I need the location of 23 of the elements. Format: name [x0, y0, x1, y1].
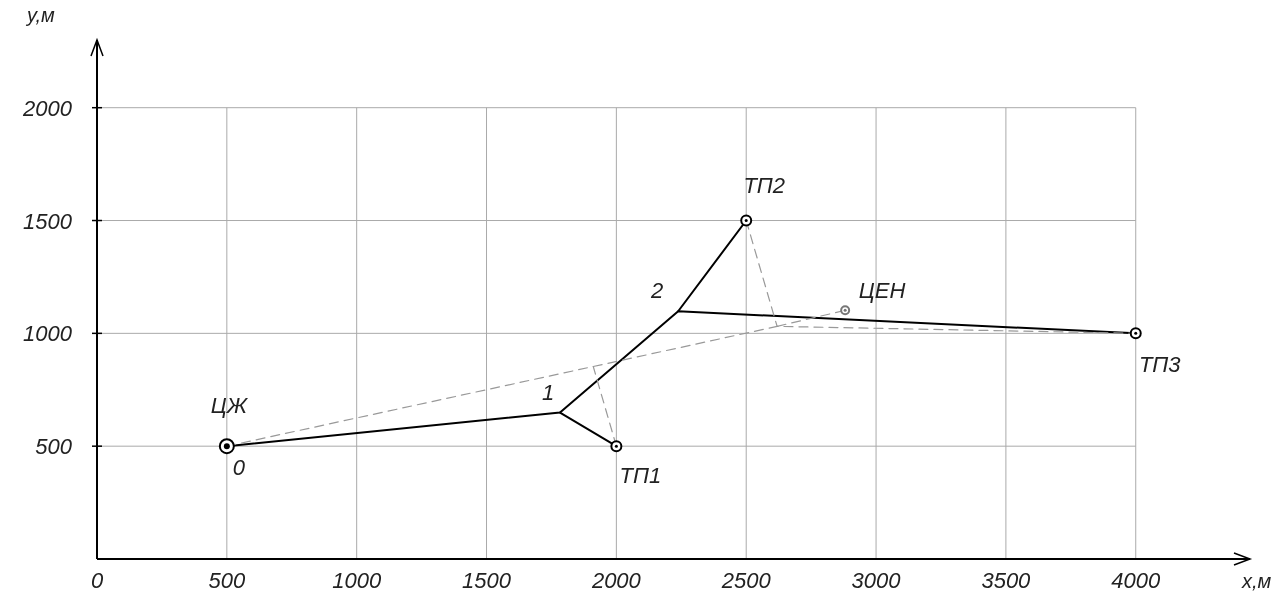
- annotation: 2: [650, 278, 664, 304]
- x-tick-label: 1500: [462, 568, 512, 593]
- annotation: 0: [232, 454, 246, 480]
- x-tick-label: 500: [208, 568, 246, 593]
- y-axis-title: y,м: [25, 4, 56, 26]
- annotation: 1: [541, 380, 555, 406]
- y-tick-label: 2000: [22, 95, 73, 121]
- y-tick-label: 1500: [23, 208, 73, 234]
- x-tick-label: 1000: [332, 568, 382, 593]
- x-tick-label: 4000: [1111, 568, 1161, 593]
- x-tick-label: 0: [90, 568, 104, 593]
- y-tick-label: 500: [35, 434, 73, 460]
- x-tick-label: 2500: [720, 568, 772, 593]
- x-tick-label: 3000: [851, 568, 902, 593]
- annotation: ТП2: [743, 173, 786, 199]
- x-tick-label: 2000: [590, 568, 642, 593]
- x-axis-title: x,м: [1241, 570, 1272, 592]
- x-tick-label: 3500: [981, 568, 1032, 593]
- annotation: ТП3: [1138, 352, 1182, 378]
- annotation: ЦЕН: [858, 278, 906, 304]
- annotation: ЦЖ: [210, 392, 249, 418]
- y-tick-label: 1000: [23, 321, 73, 347]
- annotation: ТП1: [619, 462, 662, 488]
